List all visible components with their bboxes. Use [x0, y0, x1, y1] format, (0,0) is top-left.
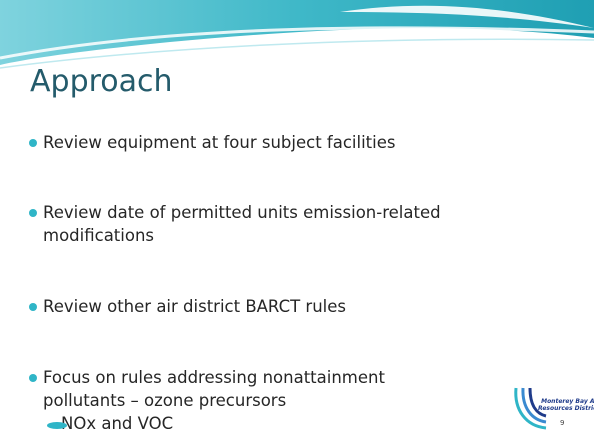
sub-bullet-text: NOx and VOC	[61, 414, 174, 433]
bullet-dot	[29, 209, 37, 217]
bullet: Review date of permitted units emission-…	[29, 201, 441, 247]
bullet-line: Review date of permitted units emission-…	[43, 203, 441, 222]
bullet: Review equipment at four subject facilit…	[29, 131, 396, 154]
page-number: 9	[560, 419, 565, 427]
bullet-dot	[47, 422, 67, 429]
slide-title: Approach	[30, 64, 173, 99]
bullet-line: Review other air district BARCT rules	[43, 297, 346, 316]
sub-bullet: NOx and VOC	[47, 414, 174, 433]
bullet-line: Focus on rules addressing nonattainment	[43, 368, 385, 387]
bullet-dot	[29, 139, 37, 147]
logo-mark	[514, 387, 547, 430]
bullet: Focus on rules addressing nonattainment p…	[29, 366, 385, 412]
header-band	[0, 0, 594, 69]
bullet-line: pollutants – ozone precursors	[43, 391, 287, 410]
bullet-dot	[29, 303, 37, 311]
bullet-line: modifications	[43, 226, 155, 245]
bullet-dot	[29, 374, 37, 382]
bullet-line: Review equipment at four subject facilit…	[43, 133, 396, 152]
logo-text: Monterey Bay Air Resources District	[538, 398, 594, 412]
bullet: Review other air district BARCT rules	[29, 295, 346, 318]
logo-line: Resources District	[538, 405, 594, 412]
logo-line: Monterey Bay Air	[541, 398, 594, 405]
